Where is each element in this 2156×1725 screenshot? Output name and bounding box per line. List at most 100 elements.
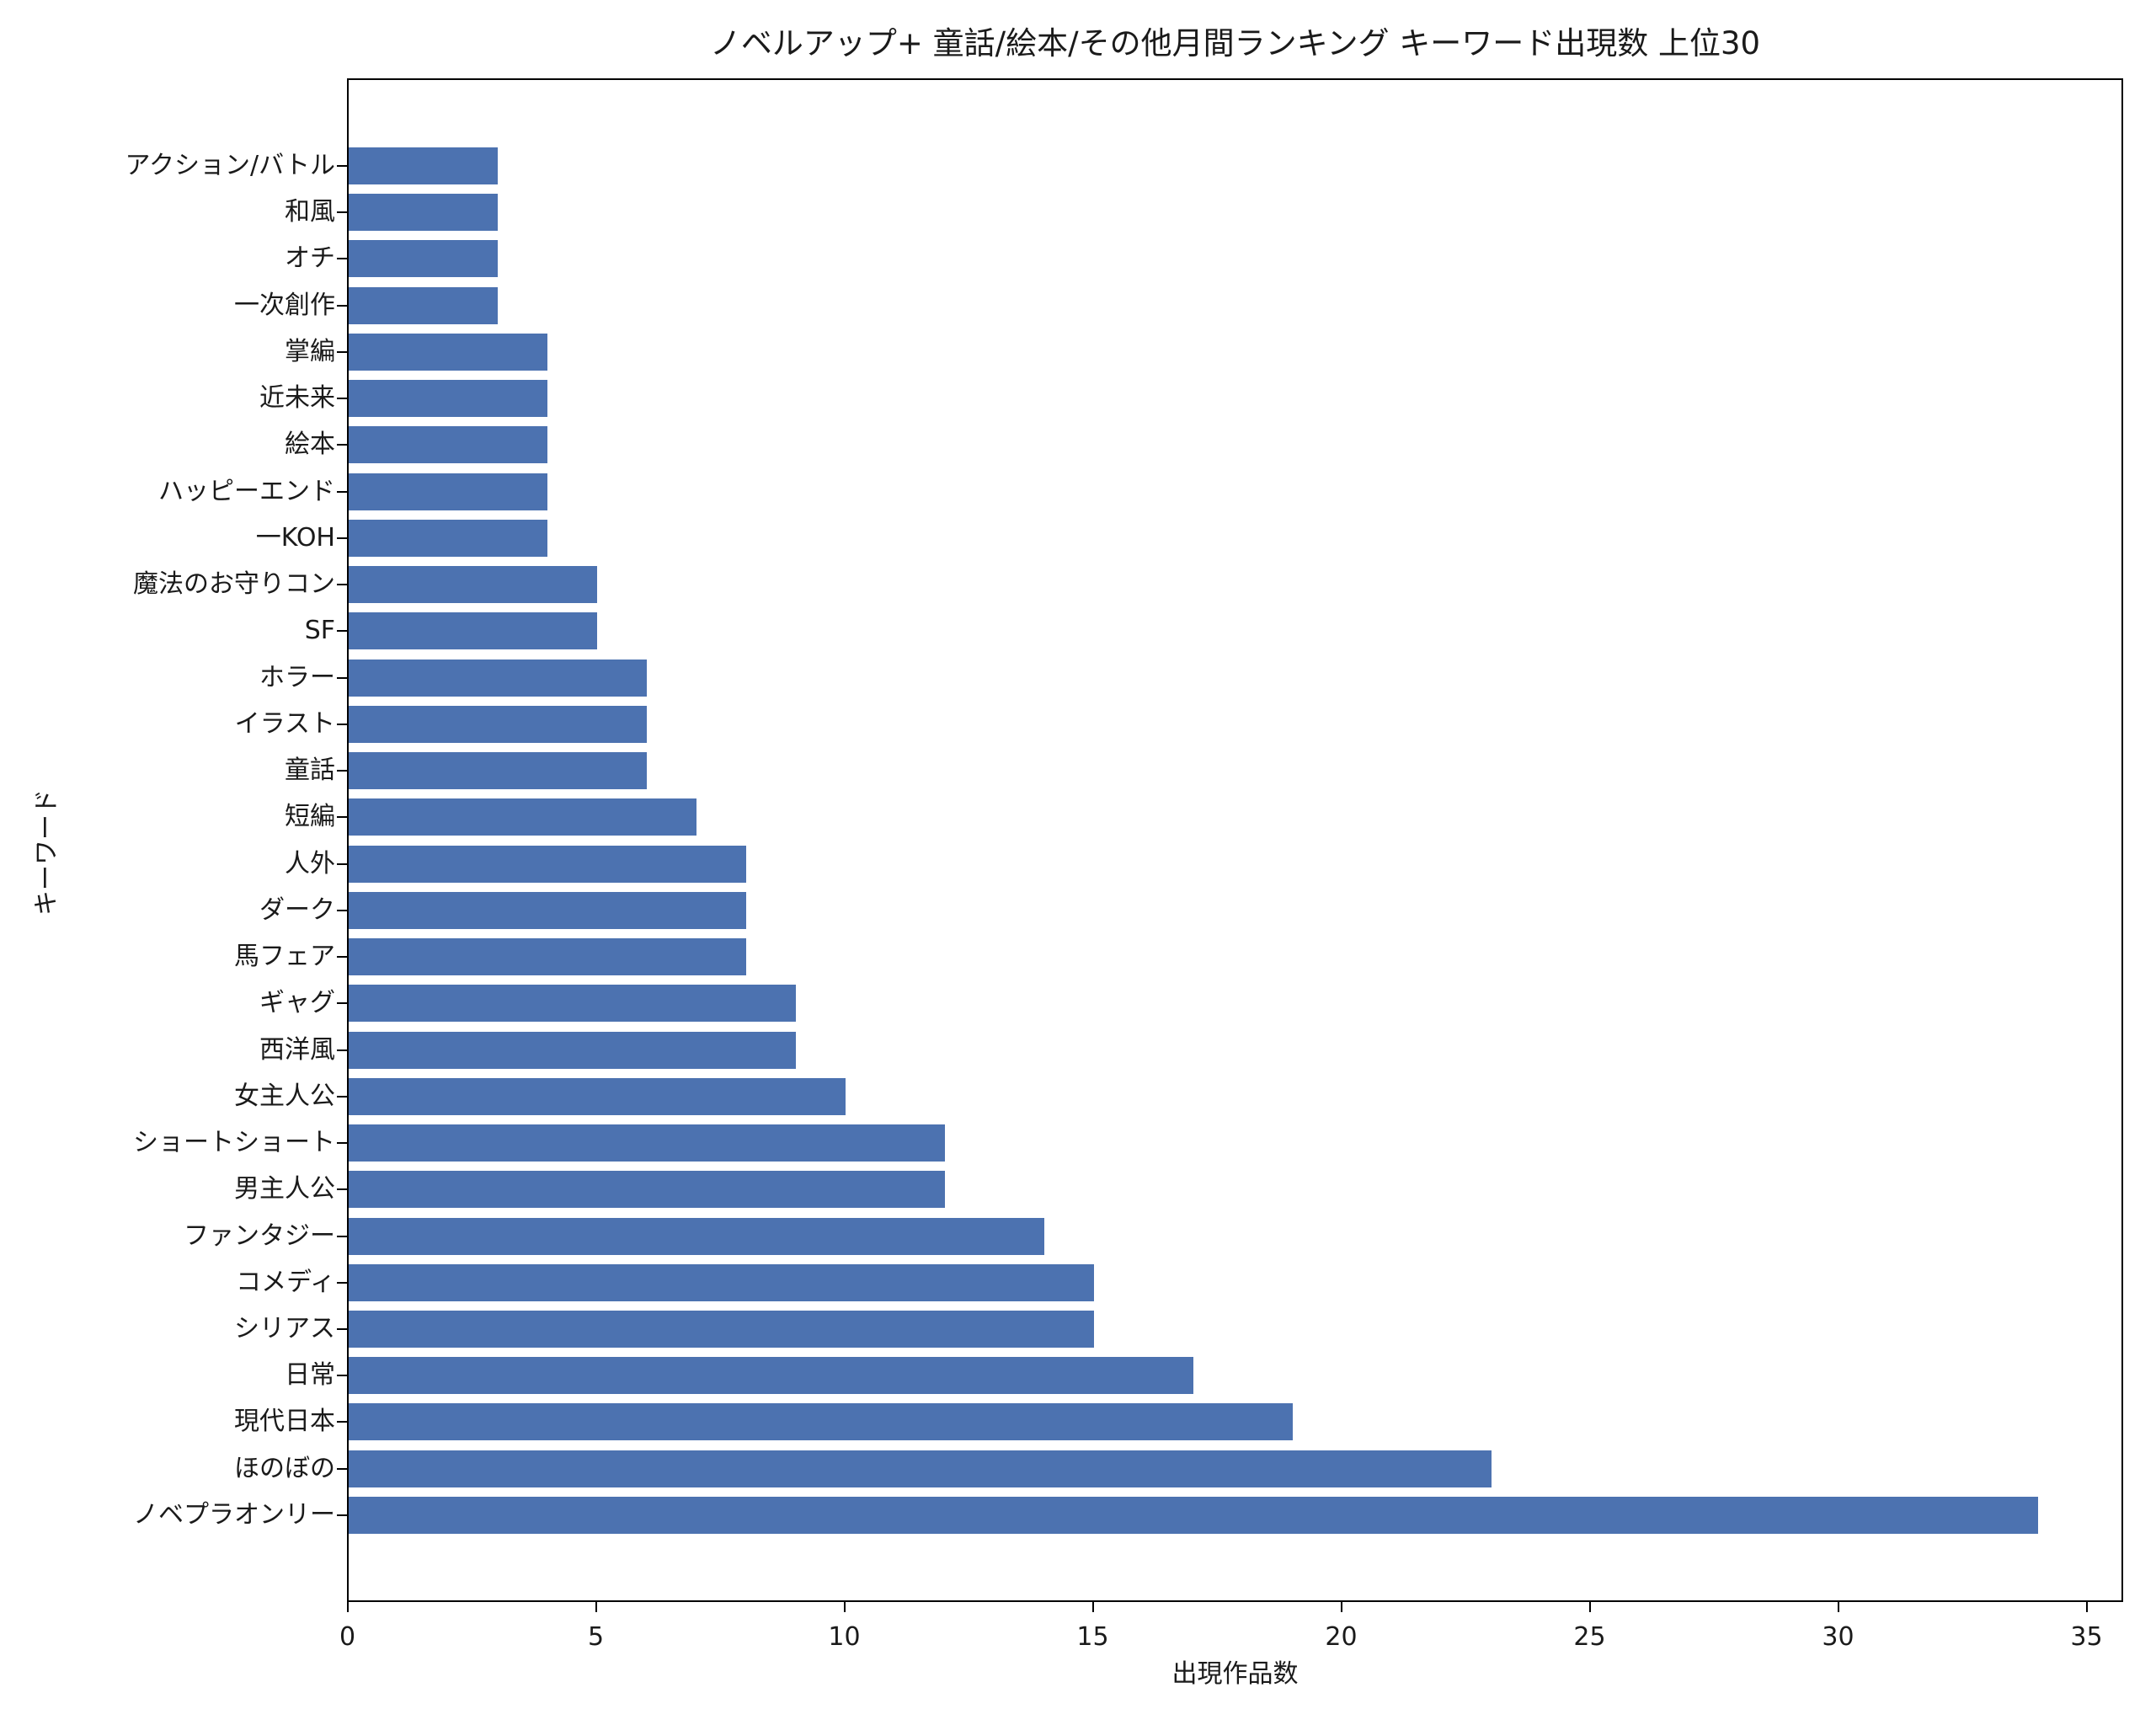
- bar: [349, 798, 696, 836]
- y-tick: 日常: [285, 1359, 347, 1392]
- y-tick-label: ショートショート: [133, 1128, 335, 1158]
- y-tick-mark: [337, 1328, 347, 1330]
- y-tick-mark: [337, 723, 347, 725]
- y-tick: ほのぼの: [234, 1452, 347, 1486]
- y-tick: アクション/バトル: [125, 149, 347, 183]
- bar: [349, 1311, 1094, 1348]
- chart-title: ノベルアップ+ 童話/絵本/その他月間ランキング キーワード出現数 上位30: [709, 25, 1761, 61]
- x-tick: 10: [794, 1602, 895, 1654]
- y-tick-mark: [337, 1375, 347, 1377]
- y-tick: コメディ: [236, 1266, 347, 1300]
- y-tick-mark: [337, 676, 347, 679]
- bar: [349, 240, 498, 278]
- y-tick-label: ハッピーエンド: [158, 476, 335, 506]
- bar: [349, 426, 547, 464]
- bar: [349, 1357, 1193, 1395]
- y-tick-label: 掌編: [285, 336, 335, 366]
- bar: [349, 1217, 1044, 1255]
- bar: [349, 147, 498, 184]
- y-tick-mark: [337, 1281, 347, 1284]
- y-tick-label: 現代日本: [234, 1407, 335, 1437]
- y-tick-label: 短編: [285, 802, 335, 832]
- y-tick-label: 近未来: [259, 383, 335, 414]
- y-tick: ファンタジー: [184, 1220, 347, 1253]
- x-tick-label: 5: [587, 1622, 605, 1652]
- bar: [349, 473, 547, 510]
- y-tick-mark: [337, 1514, 347, 1516]
- y-tick: ハッピーエンド: [158, 475, 347, 509]
- y-tick-label: ほのぼの: [234, 1453, 335, 1483]
- x-tick-label: 25: [1573, 1622, 1606, 1652]
- bar: [349, 380, 547, 418]
- x-tick: 20: [1291, 1602, 1392, 1654]
- x-tick-mark: [595, 1602, 597, 1612]
- y-tick: シリアス: [234, 1312, 347, 1346]
- bar: [349, 752, 647, 790]
- y-tick-label: 日常: [285, 1360, 335, 1391]
- bar: [349, 938, 746, 976]
- y-tick-label: イラスト: [234, 708, 335, 739]
- x-tick: 5: [546, 1602, 647, 1654]
- bar: [349, 985, 796, 1023]
- plot-area: [347, 78, 2123, 1602]
- y-tick-label: オチ: [285, 243, 335, 274]
- y-tick: 一次創作: [234, 289, 347, 323]
- bar: [349, 1496, 2038, 1534]
- y-tick: オチ: [285, 242, 347, 275]
- y-tick-label: 絵本: [285, 430, 335, 460]
- x-tick-mark: [1340, 1602, 1342, 1612]
- x-tick-label: 0: [339, 1622, 356, 1652]
- y-tick-label: 女主人公: [234, 1081, 335, 1111]
- x-tick-mark: [1091, 1602, 1094, 1612]
- y-tick-label: ダーク: [259, 895, 335, 925]
- x-tick: 30: [1788, 1602, 1889, 1654]
- y-tick-mark: [337, 1095, 347, 1097]
- y-tick: ショートショート: [133, 1126, 347, 1160]
- y-tick-label: 男主人公: [234, 1174, 335, 1204]
- y-tick-label: 人外: [285, 848, 335, 879]
- x-tick-label: 10: [828, 1622, 861, 1652]
- y-tick-mark: [337, 816, 347, 819]
- y-tick-label: ノベプラオンリー: [133, 1499, 335, 1530]
- y-tick-mark: [337, 304, 347, 307]
- y-tick: 絵本: [285, 428, 347, 462]
- y-tick-mark: [337, 770, 347, 772]
- y-tick: 近未来: [259, 382, 347, 415]
- y-tick: 童話: [285, 754, 347, 788]
- y-tick-mark: [337, 1188, 347, 1191]
- y-tick: イラスト: [235, 708, 347, 741]
- y-axis-label: キーワード: [32, 789, 61, 916]
- y-tick-label: 一次創作: [234, 290, 335, 320]
- x-tick: 35: [2036, 1602, 2137, 1654]
- bar: [349, 659, 647, 697]
- y-tick-label: 魔法のお守りコン: [133, 569, 335, 600]
- y-tick-mark: [337, 1467, 347, 1470]
- x-tick-mark: [843, 1602, 846, 1612]
- y-tick-label: シリアス: [234, 1314, 335, 1343]
- bar: [349, 891, 746, 929]
- y-tick: SF: [305, 614, 347, 648]
- y-tick-label: 和風: [285, 197, 335, 227]
- bar: [349, 1403, 1293, 1441]
- x-tick-mark: [1588, 1602, 1591, 1612]
- y-tick: ホラー: [259, 661, 347, 695]
- y-tick: 馬フェア: [234, 940, 347, 974]
- y-tick: 人外: [285, 847, 347, 881]
- y-tick: ギャグ: [259, 986, 347, 1020]
- x-axis-label: 出現作品数: [1171, 1659, 1299, 1689]
- x-tick: 0: [297, 1602, 398, 1654]
- y-tick-mark: [337, 584, 347, 586]
- y-tick: 一KOH: [256, 521, 347, 555]
- y-tick-mark: [337, 1421, 347, 1423]
- bar: [349, 1450, 1492, 1487]
- y-tick-mark: [337, 398, 347, 400]
- y-tick: ダーク: [259, 894, 347, 927]
- bar: [349, 1077, 846, 1115]
- y-tick-label: SF: [304, 616, 335, 646]
- x-tick-label: 20: [1325, 1622, 1358, 1652]
- y-tick-mark: [337, 490, 347, 493]
- bar: [349, 1031, 796, 1069]
- bar: [349, 1171, 945, 1209]
- bar: [349, 566, 597, 604]
- x-tick-label: 15: [1076, 1622, 1109, 1652]
